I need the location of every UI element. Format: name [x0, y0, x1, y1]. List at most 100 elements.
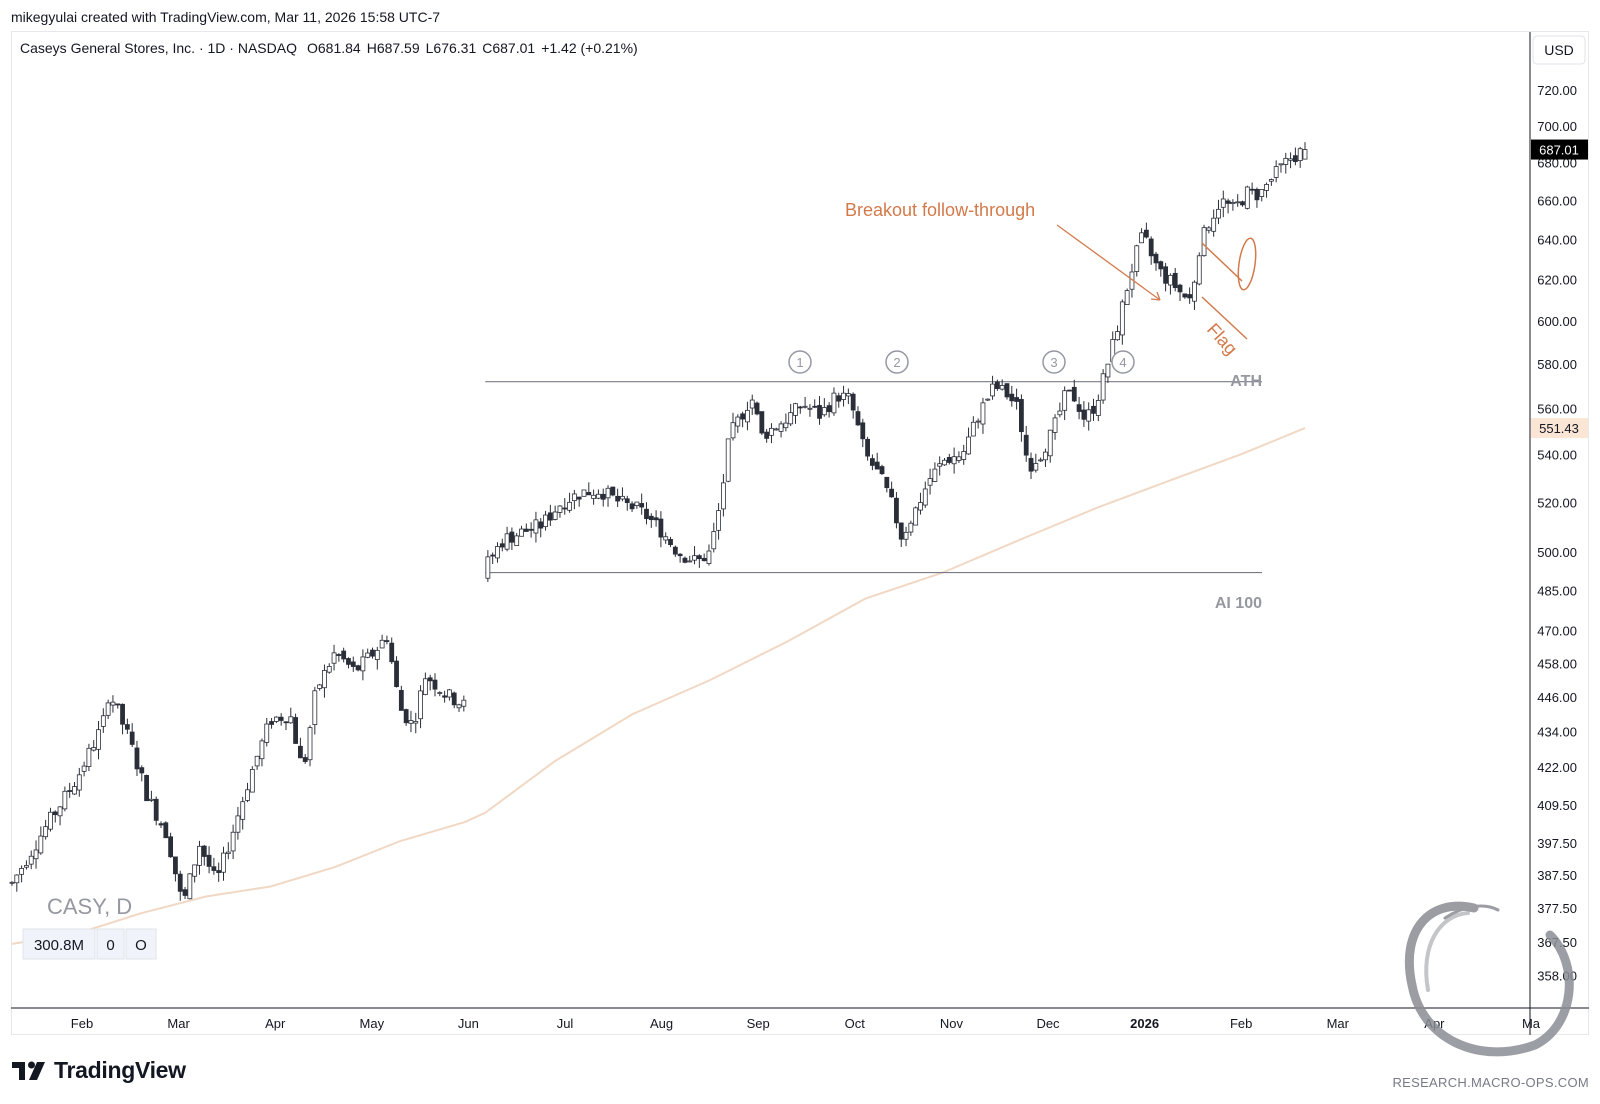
- candle-body: [1163, 266, 1169, 284]
- candle-body: [408, 720, 414, 724]
- candle-body: [797, 406, 803, 409]
- candle-body: [1095, 400, 1101, 416]
- candle-body: [605, 487, 611, 499]
- candle-body: [245, 789, 250, 801]
- candle-body: [1254, 188, 1260, 201]
- candle-body: [937, 463, 943, 467]
- candle-body: [442, 695, 448, 698]
- candle-body: [1192, 281, 1197, 302]
- candle-body: [249, 769, 255, 793]
- candle-body: [672, 546, 678, 555]
- y-tick-label: 560.00: [1537, 402, 1577, 417]
- candle-body: [57, 806, 63, 817]
- candle-body: [571, 493, 577, 502]
- candle-body: [629, 503, 635, 510]
- tradingview-brand[interactable]: TradingView: [12, 1057, 186, 1084]
- ma-price-label: 551.43: [1539, 421, 1579, 436]
- candle-body: [495, 546, 500, 559]
- ohlc-legend: Caseys General Stores, Inc. · 1D · NASDA…: [20, 40, 638, 56]
- candle-body: [596, 493, 601, 499]
- candle-body: [994, 381, 1000, 389]
- candle-body: [999, 385, 1005, 390]
- candle-body: [19, 867, 25, 875]
- candle-body: [648, 515, 654, 521]
- breakout-arrow-line: [1056, 224, 1161, 301]
- candle-body: [668, 539, 673, 546]
- candle-body: [1273, 166, 1279, 178]
- range-low-label: AI 100: [1215, 595, 1262, 612]
- candle-body: [908, 522, 914, 533]
- x-tick-label: Mar: [1327, 1016, 1350, 1031]
- candle-body: [211, 866, 217, 871]
- candle-body: [447, 689, 452, 698]
- candle-body: [254, 755, 260, 767]
- candle-body: [24, 865, 29, 868]
- candle-body: [1100, 373, 1106, 401]
- candle-body: [163, 822, 169, 839]
- candle-body: [1187, 294, 1193, 299]
- last-price-tag: [1531, 139, 1588, 160]
- candle-body: [1062, 390, 1068, 411]
- indicator-badge-2[interactable]: [96, 928, 125, 960]
- candle-body: [1216, 208, 1221, 219]
- candle-body: [1182, 293, 1188, 298]
- candle-body: [1148, 238, 1154, 257]
- breakout-label: Breakout follow-through: [845, 200, 1035, 220]
- candle-body: [1268, 179, 1274, 182]
- candle-body: [346, 658, 351, 665]
- candle-body: [1153, 253, 1159, 264]
- candle-body: [317, 684, 323, 689]
- candle-body: [903, 531, 909, 540]
- y-tick-label: 485.00: [1537, 584, 1577, 599]
- flag-annotation[interactable]: Flag: [1201, 242, 1248, 359]
- candle-body: [48, 811, 53, 830]
- candle-body: [1067, 389, 1072, 392]
- candle-body: [1019, 399, 1024, 433]
- candle-body: [985, 398, 991, 401]
- candle-body: [120, 703, 125, 725]
- y-tick-label: 409.50: [1537, 798, 1577, 813]
- candle-body: [1259, 189, 1265, 197]
- candle-body: [711, 531, 717, 550]
- candle-body: [754, 402, 760, 415]
- y-tick-label: 640.00: [1537, 232, 1577, 247]
- candle-body: [1028, 457, 1034, 472]
- volume-badge[interactable]: [22, 928, 96, 960]
- candle-body: [105, 702, 111, 716]
- candle-body: [403, 709, 409, 724]
- candle-body: [62, 790, 68, 810]
- candle-body: [288, 716, 294, 724]
- candle-body: [610, 486, 616, 496]
- candle-body: [1004, 383, 1010, 398]
- candle-body: [533, 519, 539, 534]
- candle-body: [817, 405, 822, 419]
- candle-body: [312, 690, 318, 726]
- candle-body: [706, 550, 712, 564]
- candle-body: [302, 757, 308, 762]
- candle-body: [836, 395, 842, 402]
- candle-body: [1211, 217, 1217, 232]
- candle-body: [644, 508, 649, 520]
- candle-body: [1168, 274, 1173, 286]
- y-tick-label: 470.00: [1537, 624, 1577, 639]
- candle-body: [788, 412, 794, 425]
- y-tick-label: 377.50: [1537, 901, 1577, 916]
- candle-body: [173, 856, 178, 875]
- candle-body: [72, 786, 77, 795]
- candle-body: [177, 873, 183, 892]
- currency-button[interactable]: [1532, 35, 1586, 65]
- candle-body: [298, 745, 303, 759]
- candle-body: [1206, 227, 1212, 231]
- candle-body: [1225, 200, 1231, 204]
- x-tick-label: Oct: [845, 1016, 866, 1031]
- open-value: O681.84: [307, 40, 361, 56]
- horizontal-levels[interactable]: [485, 381, 1262, 574]
- candle-body: [326, 666, 332, 673]
- candle-body: [485, 556, 491, 579]
- indicator-badge-3[interactable]: [125, 928, 157, 960]
- y-tick-label: 387.50: [1537, 868, 1577, 883]
- breakout-annotation[interactable]: Breakout follow-through: [845, 200, 1259, 301]
- tradingview-logo-icon: [12, 1061, 45, 1080]
- candle-body: [778, 423, 784, 432]
